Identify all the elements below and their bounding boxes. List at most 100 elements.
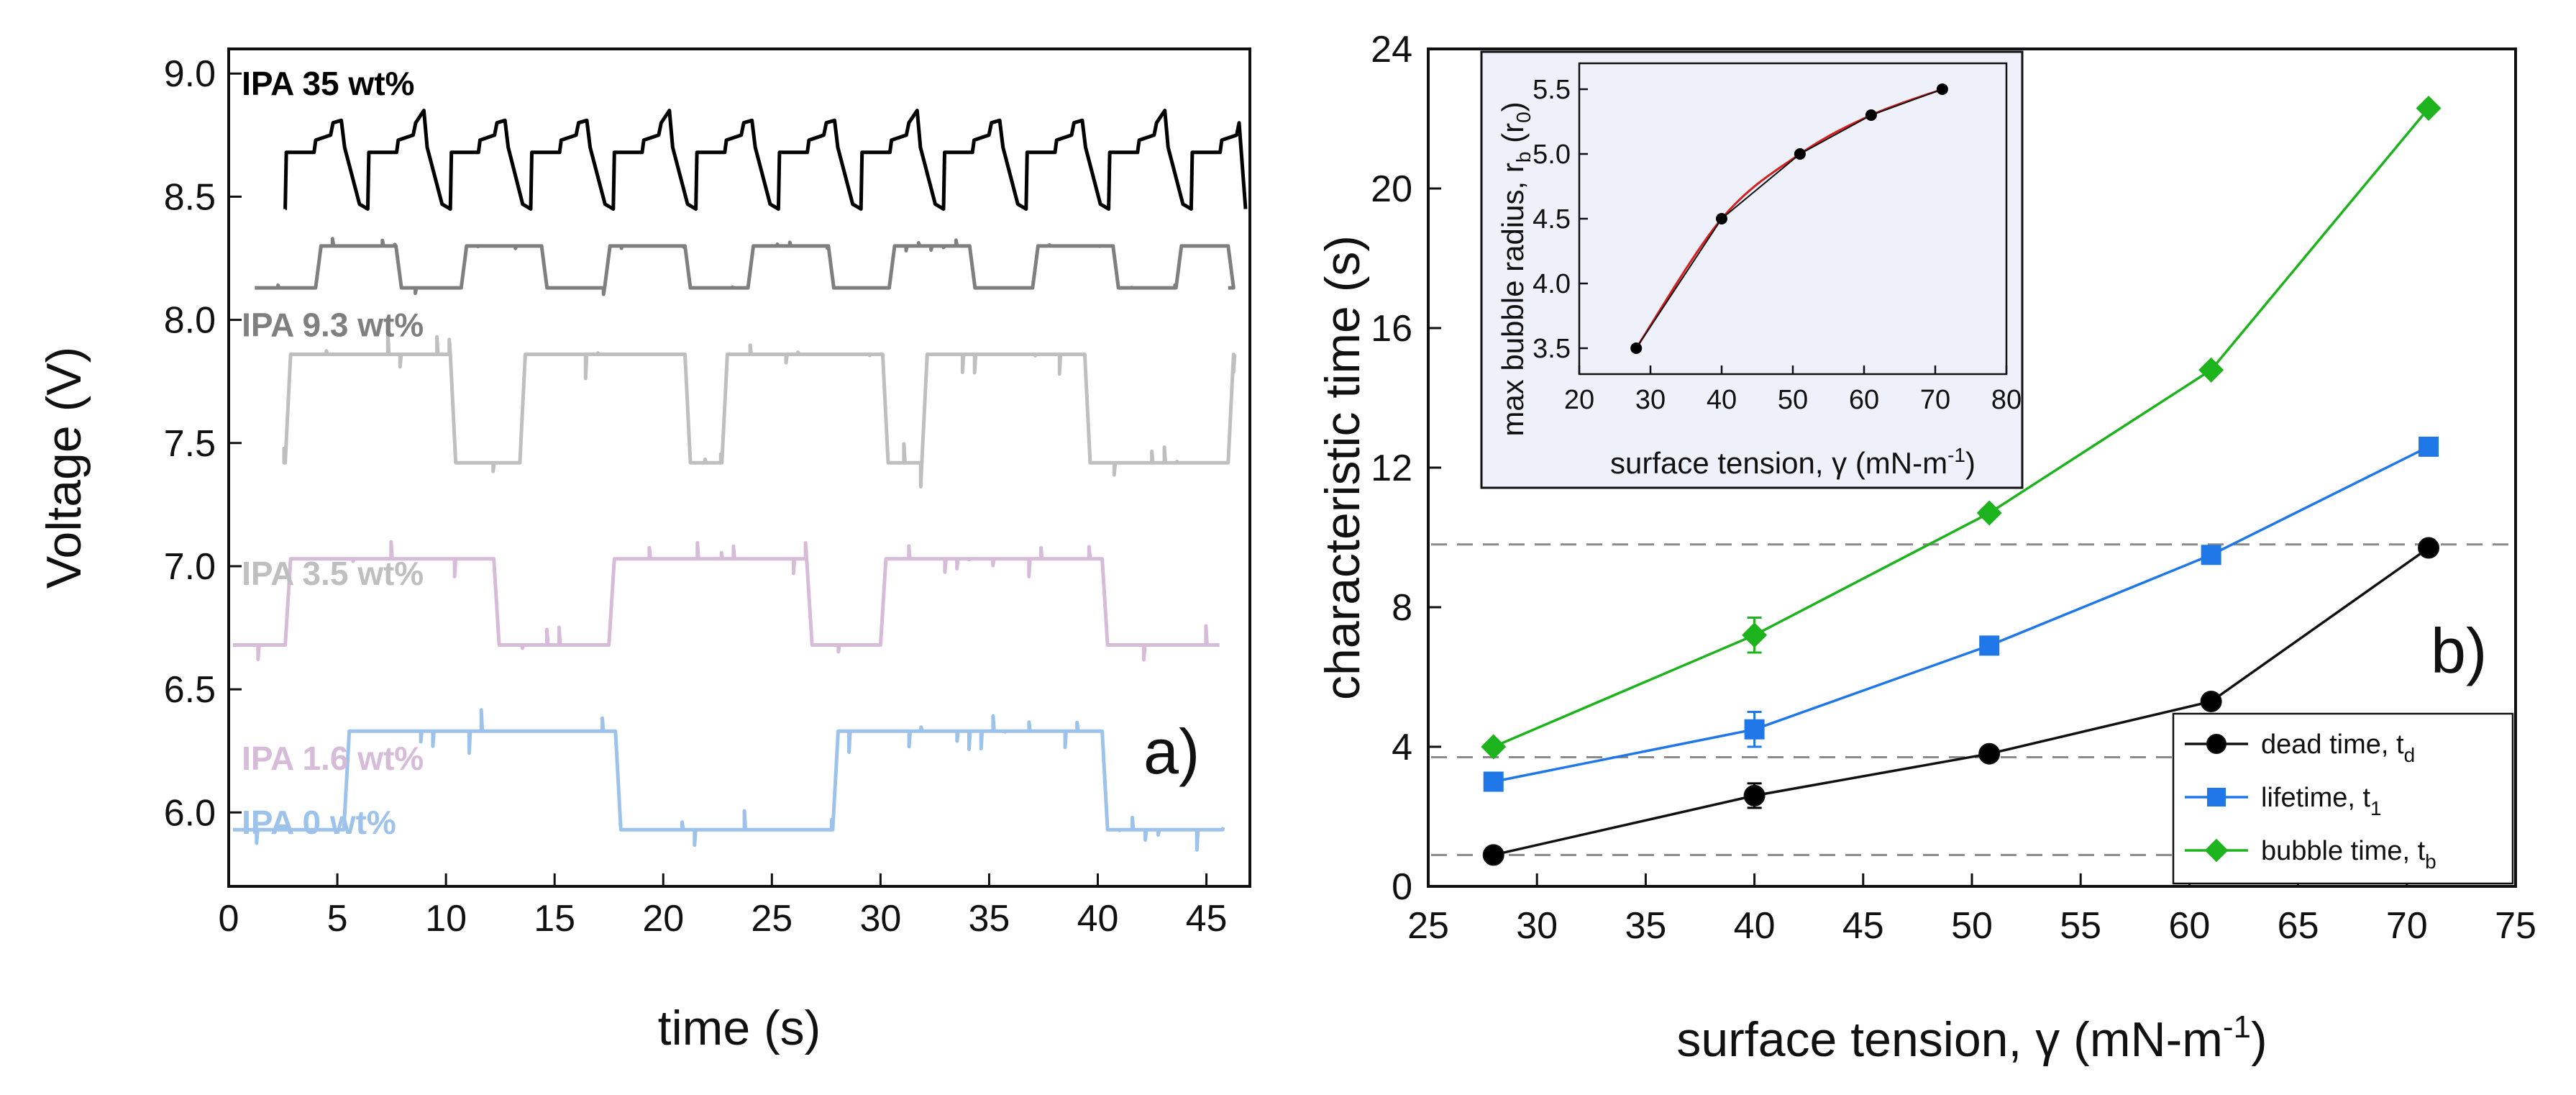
b-y-tick-label: 16 — [1371, 308, 1412, 350]
b-y-tick-label: 24 — [1371, 29, 1412, 71]
a-x-tick-label: 35 — [969, 898, 1010, 940]
inset-x-tick-label: 80 — [1991, 385, 2022, 415]
series-3-point — [1976, 500, 2002, 526]
a-y-tick-label: 6.5 — [164, 669, 216, 711]
panel-b-x-axis-label-main: surface tension, γ (mN-m — [1676, 1012, 2223, 1067]
trace-4 — [233, 540, 1220, 662]
panel-b-legend: dead time, td lifetime, t1 bubble time, tb — [2172, 712, 2514, 885]
inset-y-tick-label: 5.0 — [1533, 140, 1571, 170]
inset-point — [1630, 342, 1643, 354]
a-x-tick-label: 30 — [859, 898, 901, 940]
inset-background — [1480, 50, 2024, 489]
inset-y-tick-label: 4.5 — [1533, 204, 1571, 235]
a-x-tick-label: 40 — [1077, 898, 1119, 940]
trace-2 — [255, 237, 1236, 296]
b-x-tick-label: 25 — [1407, 905, 1449, 947]
inset-x-tick-label: 70 — [1920, 385, 1950, 415]
b-y-tick-label: 20 — [1371, 168, 1412, 210]
a-x-tick-label: 0 — [219, 898, 239, 940]
trace-label-5: IPA 0 wt% — [242, 804, 396, 841]
panel-b-x-ticks: 25 30 35 40 45 50 55 60 65 70 75 — [1407, 873, 2536, 947]
trace-label-3: IPA 3.5 wt% — [242, 555, 424, 592]
panel-b-inset: 20 30 40 50 60 70 80 3.5 4.0 4.5 5.0 5.5 surface t… — [1480, 50, 2024, 489]
inset-x-ticks: 20 30 40 50 60 70 80 — [1564, 365, 2022, 415]
panel-a-x-axis-label: time (s) — [658, 1001, 821, 1055]
series-1-point — [1978, 742, 2001, 765]
inset-y-axis-label-sub: b — [1512, 152, 1535, 163]
b-y-tick-label: 8 — [1392, 587, 1412, 629]
inset-x-tick-label: 50 — [1778, 385, 1808, 415]
b-x-tick-label: 70 — [2386, 905, 2428, 947]
panel-b-y-ticks: 0 4 8 12 16 20 24 — [1371, 29, 1441, 908]
series-2-point — [2201, 545, 2221, 565]
panel-b-x-axis-label-sup: -1 — [2223, 1009, 2251, 1045]
a-y-tick-label: 9.0 — [164, 53, 216, 95]
b-y-tick-label: 0 — [1392, 866, 1412, 908]
inset-y-axis-label: max bubble radius, rb (r0) — [1496, 101, 1535, 436]
legend-label: bubble time, tb — [2261, 836, 2436, 873]
panel-b: 25 30 35 40 45 50 55 60 65 70 75 0 4 8 12 16 20 24 surfa… — [1315, 29, 2536, 1067]
series-1-point — [2200, 690, 2222, 712]
b-x-tick-label: 45 — [1842, 905, 1884, 947]
trace-label-2: IPA 9.3 wt% — [242, 306, 424, 343]
a-y-tick-label: 8.0 — [164, 300, 216, 342]
inset-y-tick-label: 4.0 — [1533, 269, 1571, 299]
series-1-point — [2418, 537, 2440, 559]
inset-y-ticks: 3.5 4.0 4.5 5.0 5.5 — [1533, 75, 1588, 364]
b-y-tick-label: 4 — [1392, 727, 1412, 768]
b-x-tick-label: 55 — [2060, 905, 2101, 947]
a-x-tick-label: 10 — [425, 898, 467, 940]
inset-points — [1630, 83, 1948, 354]
trace-1 — [283, 109, 1248, 211]
panel-b-x-axis-label-end: ) — [2251, 1012, 2267, 1067]
trace-3 — [282, 331, 1237, 489]
a-x-tick-label: 25 — [751, 898, 793, 940]
panel-a: IPA 35 wt% IPA 9.3 wt% IPA 3.5 wt% IPA 1.6 … — [37, 47, 1251, 1055]
inset-y-tick-label: 3.5 — [1533, 334, 1571, 364]
inset-y-axis-label-sub2: 0 — [1512, 112, 1535, 123]
panel-b-y-axis-label: characteristic time (s) — [1315, 235, 1370, 700]
series-2-point — [1483, 771, 1504, 792]
series-2-point — [2419, 436, 2439, 457]
legend-label-sub: 1 — [2370, 797, 2382, 819]
inset-point — [1865, 109, 1877, 121]
series-3-point — [2416, 95, 2442, 121]
inset-frame — [1578, 62, 2008, 376]
legend-label: lifetime, t1 — [2261, 783, 2382, 819]
legend-label-sub: d — [2404, 744, 2416, 766]
b-y-tick-label: 12 — [1371, 447, 1412, 489]
series-1-point — [1743, 784, 1766, 807]
panel-b-x-axis-label: surface tension, γ (mN-m-1) — [1676, 1009, 2267, 1067]
inset-x-tick-label: 40 — [1707, 385, 1737, 415]
b-x-tick-label: 75 — [2495, 905, 2536, 947]
a-x-tick-label: 15 — [534, 898, 575, 940]
inset-point — [1936, 83, 1948, 95]
series-3-point — [1481, 734, 1507, 760]
inset-point — [1794, 148, 1806, 160]
a-y-tick-label: 8.5 — [164, 176, 216, 218]
inset-x-axis-label-main: surface tension, γ (mN-m — [1610, 446, 1947, 480]
legend-label-main: lifetime, t — [2261, 783, 2370, 813]
panel-a-label: a) — [1143, 716, 1200, 787]
panel-b-label: b) — [2431, 615, 2487, 686]
a-y-tick-label: 7.5 — [164, 423, 216, 465]
legend-label: dead time, td — [2261, 730, 2415, 766]
series-3-point — [1742, 622, 1768, 648]
panel-a-frame — [227, 47, 1251, 888]
legend-label-main: dead time, t — [2261, 730, 2404, 760]
inset-x-tick-label: 30 — [1635, 385, 1666, 415]
b-x-tick-label: 40 — [1734, 905, 1776, 947]
series-2-point — [1744, 719, 1765, 740]
series-3-point — [2198, 357, 2224, 383]
panel-a-trace-labels: IPA 35 wt% IPA 9.3 wt% IPA 3.5 wt% IPA 1.6 … — [242, 65, 424, 841]
inset-y-axis-label-main: max bubble radius, r — [1496, 163, 1530, 437]
legend-label-main: bubble time, t — [2261, 836, 2426, 866]
a-x-tick-label: 20 — [642, 898, 684, 940]
inset-x-axis-label: surface tension, γ (mN-m-1) — [1610, 444, 1976, 480]
b-x-tick-label: 35 — [1625, 905, 1666, 947]
inset-fit-path — [1635, 88, 1943, 349]
a-y-tick-label: 7.0 — [164, 546, 216, 588]
trace-label-1: IPA 35 wt% — [242, 65, 414, 102]
panel-a-traces — [233, 109, 1248, 852]
trace-label-4: IPA 1.6 wt% — [242, 740, 424, 777]
